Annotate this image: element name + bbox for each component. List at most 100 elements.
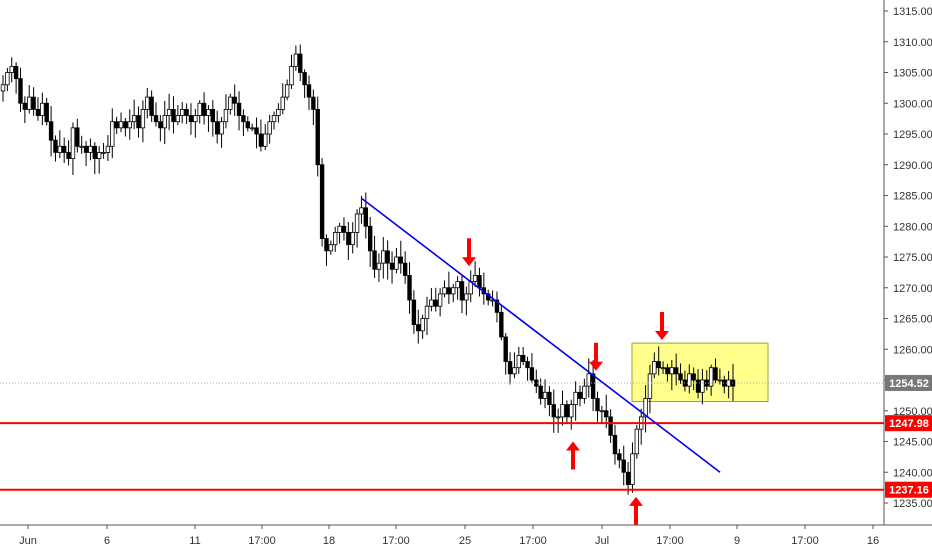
candle	[525, 356, 530, 381]
y-tick-label: 1235.00	[893, 498, 932, 510]
candle	[258, 119, 264, 152]
candle	[118, 112, 124, 133]
candle-body-down	[302, 72, 307, 86]
candle	[516, 346, 522, 374]
candle-body-down	[48, 121, 54, 141]
candle	[298, 44, 303, 82]
down-arrow-icon	[462, 238, 476, 267]
candle	[40, 92, 45, 126]
candle	[569, 399, 574, 430]
candle	[293, 45, 299, 71]
candle-body-up	[145, 96, 150, 110]
candle-body-up	[96, 152, 102, 159]
y-tick-label: 1285.00	[893, 191, 932, 203]
candle	[346, 222, 351, 261]
candle-body-up	[40, 102, 45, 116]
candle	[175, 104, 181, 126]
candle	[328, 240, 334, 255]
candle	[61, 137, 67, 163]
candle-body-down	[608, 416, 613, 436]
candle	[193, 108, 198, 138]
candle-body-up	[381, 250, 386, 264]
candle-body-down	[201, 102, 207, 116]
candle-body-down	[298, 53, 303, 73]
candle	[437, 288, 443, 317]
candle-body-up	[455, 281, 460, 289]
candle	[394, 247, 399, 274]
candle-body-down	[346, 231, 351, 246]
y-tick-label: 1280.00	[893, 221, 932, 233]
candle	[184, 103, 189, 124]
candle-body-up	[280, 96, 285, 110]
candle-body-up	[328, 244, 334, 252]
candle-body-down	[577, 391, 583, 399]
candle-body-down	[617, 453, 622, 461]
candle-body-up	[350, 231, 355, 246]
candle-body-down	[590, 373, 596, 399]
candle	[180, 101, 185, 124]
y-tick-label: 1315.00	[893, 6, 932, 18]
candle-body-down	[123, 121, 128, 129]
candle	[708, 364, 714, 396]
candle-body-up	[70, 127, 76, 159]
candle	[363, 192, 369, 239]
candle	[48, 105, 54, 157]
candle-body-up	[630, 453, 635, 485]
candle	[407, 262, 412, 314]
candle-body-down	[35, 109, 41, 116]
candle	[254, 117, 259, 149]
candle-body-down	[254, 127, 259, 135]
x-tick-label: 11	[189, 535, 200, 547]
candle	[424, 296, 430, 335]
candle-body-up	[271, 115, 277, 123]
candle-body-down	[529, 367, 535, 381]
candle-body-down	[407, 275, 412, 301]
candle-body-down	[241, 115, 246, 123]
candle	[656, 346, 661, 376]
candle	[534, 369, 539, 394]
candle-body-down	[402, 262, 408, 276]
candle-body-down	[416, 324, 421, 332]
candle-body-down	[691, 373, 696, 381]
y-tick-label: 1295.00	[893, 129, 932, 141]
candle-body-up	[542, 391, 548, 399]
candle	[555, 408, 561, 433]
candle-body-up	[180, 109, 185, 116]
candle	[245, 116, 250, 132]
candle	[717, 368, 723, 385]
candle-body-up	[359, 207, 364, 215]
candle	[411, 290, 417, 334]
candle	[35, 97, 41, 121]
candle	[459, 275, 465, 314]
candle	[665, 363, 670, 382]
candle	[284, 79, 290, 101]
candle	[145, 87, 150, 119]
candle	[350, 222, 355, 254]
candle-body-up	[376, 262, 382, 270]
candle-body-down	[53, 139, 58, 153]
candle-body-down	[61, 145, 67, 153]
candle	[75, 118, 80, 153]
candle	[359, 195, 364, 224]
candle-body-down	[363, 207, 369, 227]
candle	[214, 110, 220, 144]
trendline	[361, 197, 721, 473]
y-tick-label: 1275.00	[893, 252, 932, 264]
candle-body-down	[311, 96, 316, 110]
candle	[228, 93, 233, 115]
candles	[0, 44, 736, 495]
candle-body-up	[582, 385, 587, 399]
candle-body-down	[136, 115, 141, 129]
candle-body-down	[494, 299, 500, 313]
candle-body-down	[507, 361, 513, 375]
candle-body-up	[166, 109, 172, 116]
candle-body-up	[717, 379, 723, 382]
candle	[582, 378, 587, 404]
candle	[499, 304, 504, 341]
candle	[573, 381, 578, 421]
candle-body-up	[464, 293, 469, 301]
candle	[341, 217, 347, 241]
candle	[599, 405, 605, 424]
candle-body-down	[695, 379, 701, 393]
